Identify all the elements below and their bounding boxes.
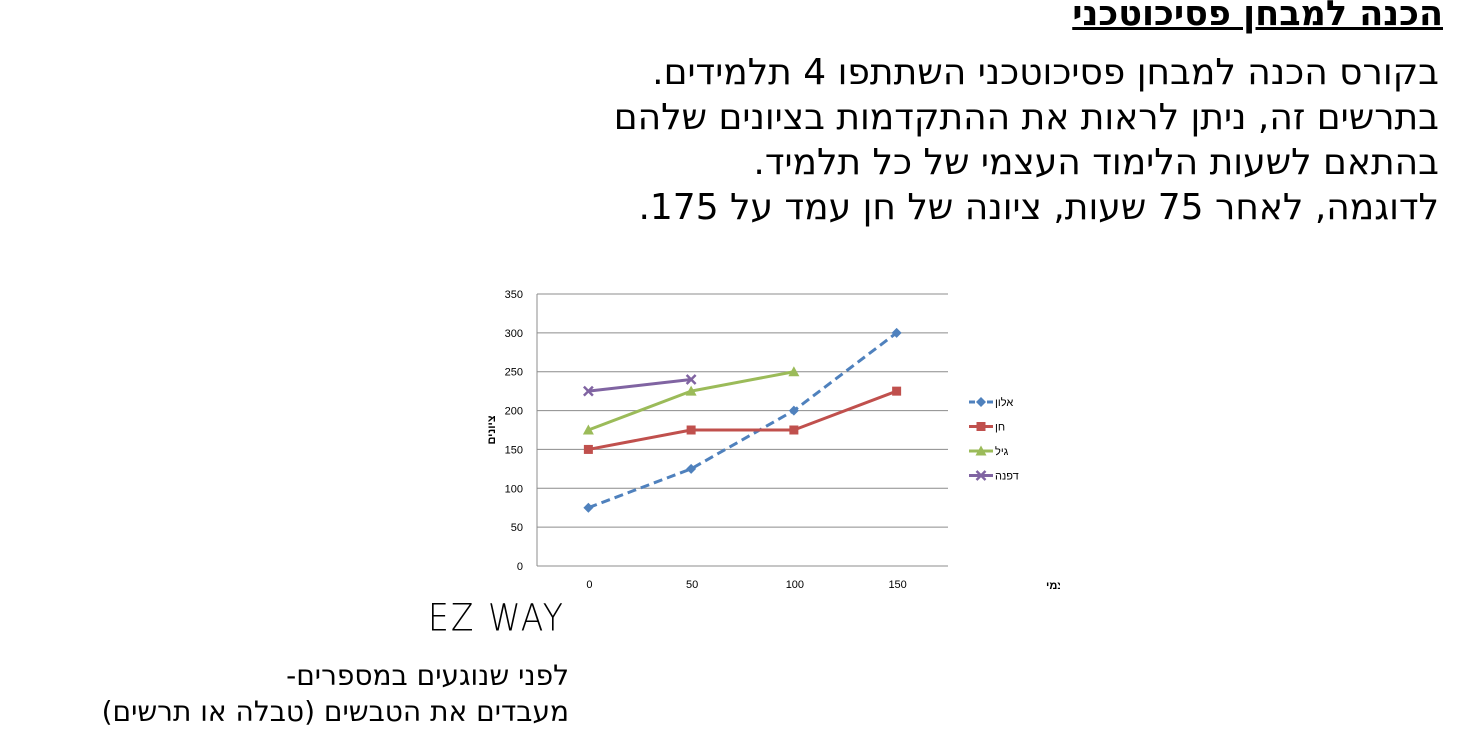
data-point (789, 425, 799, 435)
x-tick-label: 50 (686, 579, 698, 591)
data-point (892, 386, 902, 396)
intro-line: בקורס הכנה למבחן פסיכוטכני השתתפו 4 תלמי… (652, 52, 1439, 93)
legend-marker (975, 445, 987, 456)
y-tick-label: 50 (511, 522, 523, 534)
series-line (588, 377, 692, 393)
data-point (582, 385, 594, 397)
x-tick-label: 0 (586, 579, 592, 591)
y-axis-title: ציונים (486, 415, 498, 444)
tip-text: לפני שנוגעים במספרים- מעבדים את הטבשים (… (102, 658, 569, 730)
data-point (788, 405, 799, 416)
legend-item: דפנה (969, 470, 1019, 483)
line-chart: 0 50 100 150 200 250 300 350 0 50 100 150 שעות לימוד… (486, 289, 1060, 592)
y-tick-label: 300 (505, 328, 523, 340)
series-3 (582, 366, 800, 435)
tip-line: לפני שנוגעים במספרים- (286, 659, 569, 692)
legend-label: גיל (995, 445, 1009, 458)
data-point (583, 444, 593, 454)
series-4 (582, 374, 697, 397)
data-point (583, 502, 594, 513)
data-point (686, 463, 697, 474)
y-tick-label: 0 (517, 561, 523, 573)
data-point (788, 366, 800, 377)
data-point-stroke (582, 385, 594, 397)
series-2 (583, 386, 902, 454)
y-tick-label: 250 (505, 367, 523, 379)
data-point (686, 425, 696, 435)
x-tick-label: 150 (888, 579, 906, 591)
intro-line: לדוגמה, לאחר 75 שעות, ציונה של חן עמד על… (638, 187, 1439, 228)
series-1 (583, 327, 902, 513)
legend-label: חן (995, 422, 1005, 434)
intro-paragraph: בקורס הכנה למבחן פסיכוטכני השתתפו 4 תלמי… (614, 50, 1439, 230)
legend-marker (976, 397, 986, 407)
y-tick-label: 150 (505, 444, 523, 456)
y-tick-label: 100 (505, 483, 523, 495)
intro-line: בהתאם לשעות הלימוד העצמי של כל תלמיד. (753, 142, 1439, 183)
data-point (891, 327, 902, 338)
data-point (685, 385, 697, 396)
series-line (588, 389, 898, 451)
page-title: הכנה למבחן פסיכוטכני (1072, 0, 1443, 34)
ez-way-heading: EZ WAY (428, 596, 565, 640)
data-point (685, 374, 697, 385)
legend-label: אלון (995, 396, 1013, 409)
legend-marker (976, 422, 986, 431)
x-tick-label: 100 (786, 579, 804, 591)
legend-item: גיל (969, 445, 1009, 458)
series-line (587, 331, 898, 510)
legend-label: דפנה (995, 471, 1019, 483)
intro-line: בתרשים זה, ניתן לראות את ההתקדמות בציוני… (613, 97, 1439, 138)
x-axis-title: שעות לימוד עצמי (1046, 579, 1060, 592)
legend-item: חן (969, 422, 1005, 434)
legend-marker (975, 470, 987, 481)
legend-marker-stroke (975, 470, 987, 481)
tip-line: מעבדים את הטבשים (טבלה או תרשים) (101, 695, 569, 728)
data-point-stroke (685, 374, 697, 385)
y-tick-label: 200 (505, 406, 523, 418)
legend-item: אלון (969, 396, 1013, 409)
data-point (582, 424, 594, 435)
y-tick-label: 350 (505, 289, 523, 301)
